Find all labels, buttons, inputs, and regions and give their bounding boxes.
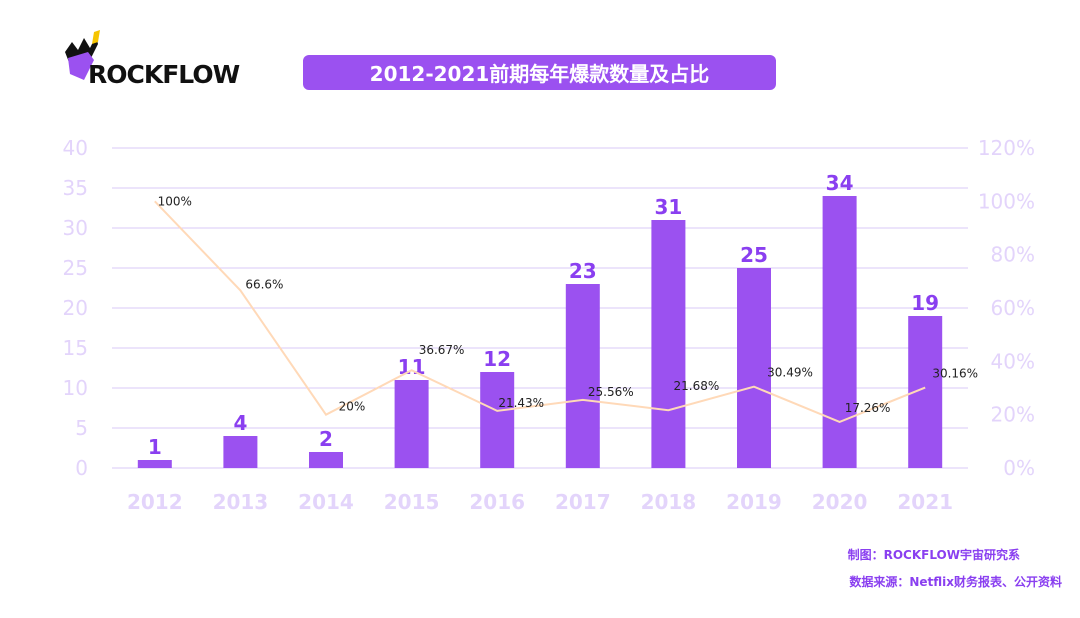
chart-credit: 制图：ROCKFLOW宇宙研究系 bbox=[847, 548, 1020, 562]
x-tick-label: 2021 bbox=[897, 490, 953, 514]
y-right-tick-label: 40% bbox=[991, 349, 1035, 373]
bar-value-label: 1 bbox=[148, 435, 162, 459]
y-left-tick-label: 10 bbox=[63, 376, 88, 400]
y-left-tick-label: 0 bbox=[75, 456, 88, 480]
y-right-tick-label: 120% bbox=[978, 136, 1035, 160]
x-tick-label: 2017 bbox=[555, 490, 611, 514]
bar-value-label: 23 bbox=[569, 259, 597, 283]
y-left-tick-label: 40 bbox=[63, 136, 88, 160]
line-value-label: 20% bbox=[339, 400, 366, 414]
chart-title: 2012-2021前期每年爆款数量及占比 bbox=[303, 55, 776, 90]
x-tick-label: 2016 bbox=[469, 490, 525, 514]
y-left-tick-label: 35 bbox=[63, 176, 88, 200]
y-right-tick-label: 100% bbox=[978, 189, 1035, 213]
bar bbox=[394, 380, 429, 468]
bar bbox=[822, 196, 857, 468]
line-value-label: 30.49% bbox=[767, 366, 813, 380]
bar-value-label: 4 bbox=[233, 411, 247, 435]
bar bbox=[565, 284, 600, 468]
bar bbox=[223, 436, 258, 468]
line-value-label: 25.56% bbox=[588, 385, 634, 399]
line-value-label: 100% bbox=[158, 194, 192, 208]
y-left-tick-label: 15 bbox=[63, 336, 88, 360]
x-tick-label: 2019 bbox=[726, 490, 782, 514]
bar bbox=[480, 372, 515, 468]
line-value-label: 30.16% bbox=[932, 367, 978, 381]
y-left-tick-label: 20 bbox=[63, 296, 88, 320]
bar-value-label: 31 bbox=[654, 195, 682, 219]
line-value-label: 21.43% bbox=[498, 396, 544, 410]
y-right-tick-label: 20% bbox=[991, 403, 1035, 427]
x-tick-label: 2020 bbox=[812, 490, 868, 514]
line-value-label: 66.6% bbox=[245, 277, 283, 291]
line-value-label: 21.68% bbox=[674, 379, 720, 393]
x-tick-label: 2014 bbox=[298, 490, 354, 514]
y-right-tick-label: 60% bbox=[991, 296, 1035, 320]
bar-value-label: 19 bbox=[911, 291, 939, 315]
y-left-tick-label: 25 bbox=[63, 256, 88, 280]
bar bbox=[651, 220, 686, 468]
bar-value-label: 2 bbox=[319, 427, 333, 451]
y-right-tick-label: 0% bbox=[1003, 456, 1035, 480]
y-left-tick-label: 30 bbox=[63, 216, 88, 240]
bar bbox=[309, 452, 343, 468]
share-line bbox=[154, 200, 926, 424]
x-tick-label: 2018 bbox=[641, 490, 697, 514]
bar bbox=[137, 460, 172, 468]
bar-value-label: 34 bbox=[826, 171, 854, 195]
line-value-label: 17.26% bbox=[845, 401, 891, 415]
y-right-tick-label: 80% bbox=[991, 243, 1035, 267]
line-value-label: 36.67% bbox=[419, 343, 465, 357]
rockflow-logo bbox=[65, 30, 100, 80]
bar-value-label: 12 bbox=[483, 347, 511, 371]
data-source: 数据来源：Netflix财务报表、公开资料 bbox=[849, 575, 1062, 589]
bar-value-label: 25 bbox=[740, 243, 768, 267]
x-tick-label: 2013 bbox=[213, 490, 269, 514]
x-tick-label: 2012 bbox=[127, 490, 183, 514]
x-tick-label: 2015 bbox=[384, 490, 440, 514]
brand-name: ROCKFLOW bbox=[88, 60, 240, 89]
bar bbox=[737, 268, 771, 468]
y-left-tick-label: 5 bbox=[75, 416, 88, 440]
